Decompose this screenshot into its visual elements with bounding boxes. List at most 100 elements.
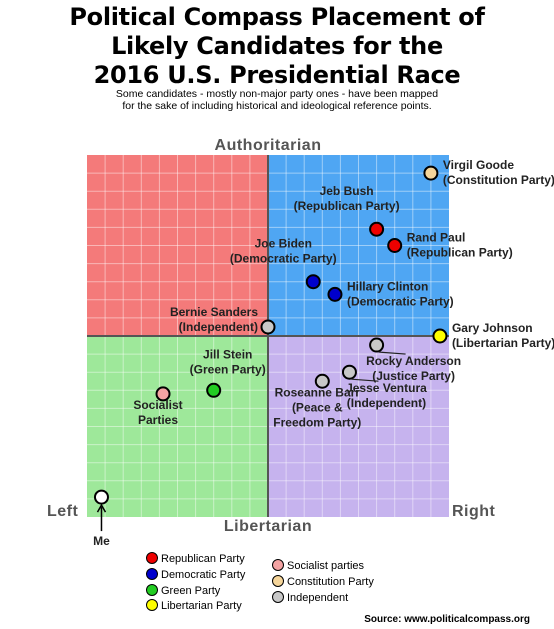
subtitle-line-2: for the sake of including historical and…: [122, 100, 432, 112]
legend-item-democratic: Democratic Party: [146, 567, 245, 583]
legend-label: Socialist parties: [287, 560, 365, 572]
legend-swatch-icon: [272, 575, 284, 587]
title-line-3: 2016 U.S. Presidential Race: [93, 61, 461, 89]
quadrant-libertarian-right: [268, 336, 449, 517]
legend-item-libertarian: Libertarian Party: [146, 598, 242, 614]
axis-label-libertarian: Libertarian: [224, 518, 312, 535]
candidate-label-line: Socialist: [133, 398, 182, 412]
legend-swatch-icon: [272, 591, 284, 603]
candidate-label-line: Me: [93, 534, 110, 548]
candidate-label-line: (Democratic Party): [230, 252, 337, 266]
quadrant-authoritarian-right: [268, 155, 449, 336]
candidate-label: Rand Paul (Republican Party): [407, 231, 513, 260]
candidate-label-line: (Republican Party): [407, 246, 513, 260]
candidate-label-line: Jeb Bush: [320, 184, 374, 198]
candidate-point-marker: [206, 382, 222, 398]
candidate-point-marker: [155, 386, 171, 402]
candidate-label: Joe Biden (Democratic Party): [230, 237, 337, 266]
title-line-1: Political Compass Placement of: [69, 3, 485, 31]
candidate-label: Roseanne Barr (Peace & Freedom Party): [273, 385, 361, 429]
candidate-label-line: Bernie Sanders: [170, 305, 258, 319]
legend-swatch-icon: [272, 559, 284, 571]
candidate-point-marker: [369, 221, 385, 237]
candidate-point-group: Jill Stein (Green Party): [190, 347, 266, 398]
legend-label: Independent: [287, 592, 349, 604]
candidate-point-group: Jeb Bush (Republican Party): [294, 184, 400, 237]
candidate-label-line: Joe Biden: [255, 237, 312, 251]
candidate-label: Gary Johnson (Libertarian Party): [452, 321, 554, 350]
candidate-point-marker: [341, 364, 357, 380]
legend-item-socialist: Socialist parties: [272, 558, 364, 574]
chart-subtitle: Some candidates - mostly non-major party…: [0, 88, 554, 112]
candidate-label-line: (Independent): [179, 320, 258, 334]
candidate-label-line: Freedom Party): [273, 415, 361, 429]
candidate-label-line: (Republican Party): [294, 199, 400, 213]
candidate-label-line: Gary Johnson: [452, 321, 533, 335]
legend-label: Democratic Party: [161, 569, 246, 581]
candidate-label-line: (Green Party): [190, 362, 266, 376]
candidate-label-line: (Justice Party): [372, 369, 455, 383]
candidate-label-line: Roseanne Barr: [275, 385, 361, 399]
legend-label: Green Party: [161, 585, 221, 597]
legend-swatch-icon: [146, 552, 158, 564]
candidate-point-marker: [93, 489, 109, 505]
candidate-point-group: Virgil Goode (Constitution Party): [423, 158, 554, 187]
legend-label: Libertarian Party: [161, 600, 242, 612]
candidate-label-line: Rocky Anderson: [366, 354, 461, 368]
candidate-label-line: Rand Paul: [407, 231, 466, 245]
candidate-label-line: Parties: [138, 413, 178, 427]
legend-item-independent: Independent: [272, 590, 348, 606]
candidate-point-group: Roseanne Barr (Peace & Freedom Party): [273, 373, 361, 429]
candidate-label: Rocky Anderson (Justice Party): [366, 354, 461, 383]
candidate-point-group: Gary Johnson (Libertarian Party): [432, 321, 554, 350]
candidate-label-line: (Constitution Party): [443, 173, 554, 187]
legend-swatch-icon: [146, 568, 158, 580]
subtitle-line-1: Some candidates - mostly non-major party…: [115, 88, 439, 100]
candidate-point-marker: [369, 337, 385, 353]
candidate-label: Jesse Ventura (Independent): [346, 381, 427, 410]
candidate-label-line: Jill Stein: [203, 347, 252, 361]
candidate-label-line: Virgil Goode: [443, 158, 514, 172]
candidate-label-line: (Independent): [347, 396, 426, 410]
candidate-point-group: Jesse Ventura (Independent): [341, 364, 427, 410]
title-line-2: Likely Candidates for the: [111, 32, 443, 60]
candidate-label-line: (Libertarian Party): [452, 336, 554, 350]
candidate-point-marker: [387, 238, 403, 253]
compass-quadrants: [87, 155, 449, 517]
candidate-label: Jill Stein (Green Party): [190, 347, 266, 376]
candidate-label: Hillary Clinton (Democratic Party): [347, 279, 454, 308]
candidate-label: Me: [93, 534, 110, 548]
legend-swatch-icon: [146, 599, 158, 611]
compass-axes: [87, 155, 449, 517]
axis-label-left: Left: [47, 503, 79, 520]
candidate-label: Jeb Bush (Republican Party): [294, 184, 400, 213]
candidate-label: Socialist Parties: [133, 398, 182, 427]
candidate-point-marker: [260, 319, 276, 335]
label-leader-line: [351, 378, 379, 382]
quadrant-libertarian-left: [87, 336, 268, 517]
candidate-label-line: Jesse Ventura: [346, 381, 427, 395]
candidate-point-group: Hillary Clinton (Democratic Party): [327, 279, 454, 308]
candidate-point-group: Socialist Parties: [133, 386, 183, 427]
legend-label: Constitution Party: [287, 576, 374, 588]
candidate-point-group: Bernie Sanders (Independent): [170, 305, 276, 335]
legend-swatch-icon: [146, 584, 158, 596]
axis-label-authoritarian: Authoritarian: [215, 137, 322, 154]
axis-label-right: Right: [452, 503, 496, 520]
label-leader-line: [378, 351, 406, 355]
legend-item-republican: Republican Party: [146, 551, 245, 567]
candidate-points: Virgil Goode (Constitution Party) Jeb Bush…: [93, 158, 554, 548]
candidate-point-marker: [305, 274, 321, 290]
candidate-point-group: Me: [93, 489, 110, 548]
legend-item-constitution: Constitution Party: [272, 574, 374, 590]
candidate-label-line: (Peace &: [292, 400, 343, 414]
axis-labels: Authoritarian Libertarian Left Right: [47, 137, 496, 535]
candidate-label: Bernie Sanders (Independent): [170, 305, 258, 334]
candidate-label: Virgil Goode (Constitution Party): [443, 158, 554, 187]
quadrant-authoritarian-left: [87, 155, 268, 336]
candidate-point-marker: [314, 373, 330, 389]
chart-title: Political Compass Placement of Likely Ca…: [0, 3, 554, 90]
candidate-point-marker: [423, 165, 439, 181]
candidate-label-line: Hillary Clinton: [347, 279, 428, 293]
